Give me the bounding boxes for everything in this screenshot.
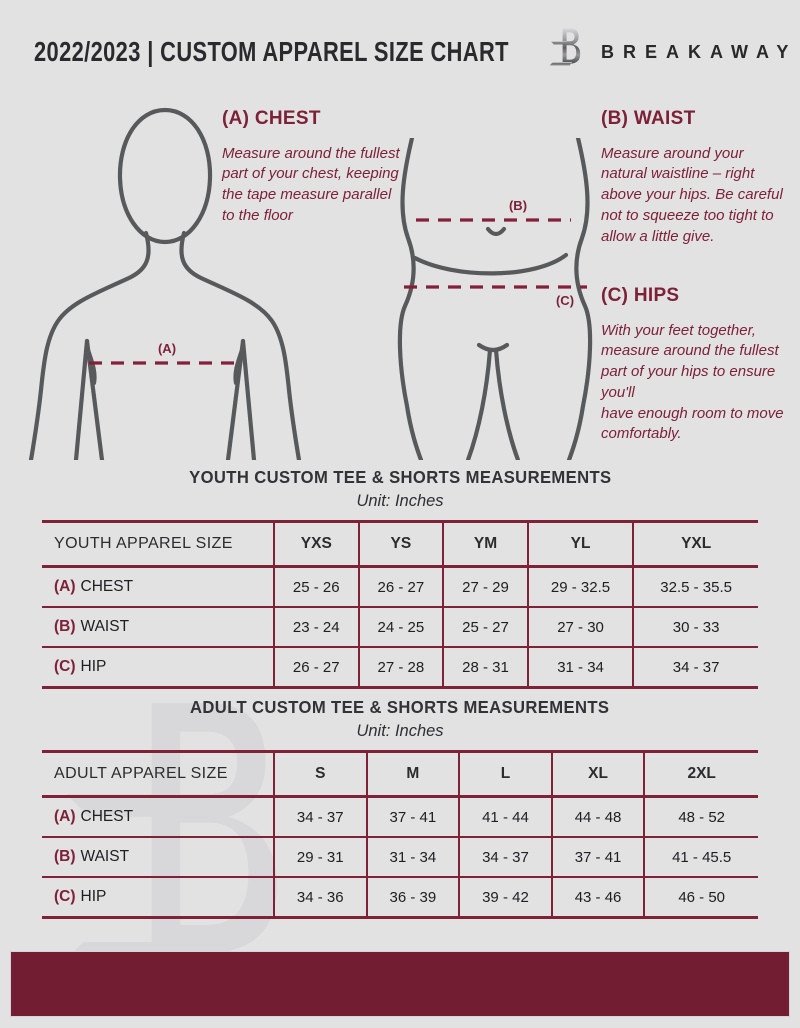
row-letter: (C) [54,658,76,675]
measurement-value: 31 - 34 [365,837,460,877]
measurement-value: 37 - 41 [550,837,645,877]
row-label-cell: (C) HIP [42,877,274,918]
row-letter: (A) [54,578,76,595]
measurement-row: (A) CHEST 34 - 37 37 - 41 41 - 44 44 - 48 48 -… [42,796,758,838]
row-letter: (B) [54,618,76,635]
measurement-value: 41 - 44 [458,796,552,837]
measurement-value: 25 - 27 [442,607,528,647]
row-measure-name: CHEST [80,808,134,825]
size-column-header: L [458,751,552,797]
hips-instruction-heading: (C) HIPS [601,285,680,306]
waist-line-label: (B) [508,198,528,213]
measurement-value: 41 - 45.5 [643,837,758,877]
page-title: 2022/2023 | CUSTOM APPAREL SIZE CHART [34,36,509,67]
measurement-value: 34 - 37 [272,796,367,837]
row-label-cell: (B) WAIST [42,837,274,877]
size-column-header: ADULT APPAREL SIZE [54,765,228,782]
measurement-value: 34 - 36 [272,877,367,918]
waist-instruction-body: Measure around your natural waistline – … [601,144,783,245]
measurement-value: 25 - 26 [272,566,359,607]
row-measure-name: HIP [80,658,107,675]
size-column-header: YXL [632,521,758,567]
measurement-value: 44 - 48 [550,796,645,837]
measurement-row: (A) CHEST 25 - 26 26 - 27 27 - 29 29 - 32.5 32… [42,566,758,608]
measurement-value: 37 - 41 [365,796,460,837]
hips-instruction: (C) HIPS With your feet together, measur… [601,285,799,445]
youth-table-title: YOUTH CUSTOM TEE & SHORTS MEASUREMENTS [188,467,612,487]
measurement-row: (B) WAIST 29 - 31 31 - 34 34 - 37 37 - 41 41 -… [42,837,758,877]
measurement-value: 46 - 50 [643,877,758,918]
measurement-value: 27 - 30 [526,607,634,647]
row-label-cell: (A) CHEST [42,797,274,838]
adult-table-unit: Unit: Inches [356,722,444,740]
measurement-value: 48 - 52 [643,796,758,837]
size-column-header: YOUTH APPAREL SIZE [54,535,233,552]
row-label-cell: (C) HIP [42,647,274,688]
adult-table-title: ADULT CUSTOM TEE & SHORTS MEASUREMENTS [190,697,610,717]
measurement-value: 36 - 39 [365,877,460,918]
measurement-value: 27 - 28 [357,647,444,688]
size-column-header: 2XL [643,751,758,797]
size-column-header: YM [442,521,528,567]
adult-header-row: ADULT APPAREL SIZE S M L XL 2XL [42,751,758,797]
brand-name: BREAKAWAY [601,42,798,62]
chest-instruction: (A) CHEST Measure around the fullest par… [222,108,402,227]
measurement-row: (B) WAIST 23 - 24 24 - 25 25 - 27 27 - 30 30 -… [42,607,758,647]
chest-instruction-body: Measure around the fullest part of your … [222,144,400,224]
breakaway-logo-icon [549,26,585,70]
row-label-cell: (B) WAIST [42,607,274,647]
size-column-header: YS [357,521,444,567]
adult-size-table: ADULT APPAREL SIZE S M L XL 2XL (A) CHEST 34 - … [42,750,758,919]
size-column-header: XL [550,751,645,797]
waist-instruction: (B) WAIST Measure around your natural wa… [601,108,793,247]
measurement-value: 28 - 31 [442,647,528,688]
size-column-header: S [272,751,367,797]
row-measure-name: CHEST [80,578,134,595]
measurement-value: 26 - 27 [272,647,359,688]
size-column-header: M [365,751,460,797]
measurement-value: 24 - 25 [357,607,444,647]
row-measure-name: WAIST [80,848,130,865]
hips-line-label: (C) [555,293,575,308]
measurement-value: 32.5 - 35.5 [632,566,758,607]
measurement-value: 34 - 37 [458,837,552,877]
measurement-value: 31 - 34 [526,647,634,688]
youth-size-table: YOUTH APPAREL SIZE YXS YS YM YL YXL (A) CHEST 2… [42,520,758,689]
measurement-value: 26 - 27 [357,566,444,607]
measurement-value: 27 - 29 [442,566,528,607]
row-letter: (C) [54,888,76,905]
row-measure-name: WAIST [80,618,130,635]
row-measure-name: HIP [80,888,107,905]
measurement-value: 29 - 31 [272,837,367,877]
adult-section: ADULT CUSTOM TEE & SHORTS MEASUREMENTS U… [42,697,758,919]
measurement-value: 29 - 32.5 [526,566,634,607]
youth-table-unit: Unit: Inches [356,492,444,510]
footer-bar [10,951,790,1017]
measurement-value: 43 - 46 [550,877,645,918]
waist-instruction-heading: (B) WAIST [601,108,696,129]
chest-line-label: (A) [157,341,177,356]
measurement-value: 34 - 37 [632,647,758,688]
measurement-value: 39 - 42 [458,877,552,918]
row-letter: (B) [54,848,76,865]
hips-instruction-body: With your feet together, measure around … [601,321,784,443]
row-letter: (A) [54,808,76,825]
row-label-cell: (A) CHEST [42,567,274,608]
youth-section: YOUTH CUSTOM TEE & SHORTS MEASUREMENTS U… [42,467,758,689]
measurement-value: 23 - 24 [272,607,359,647]
chest-instruction-heading: (A) CHEST [222,108,321,129]
youth-header-row: YOUTH APPAREL SIZE YXS YS YM YL YXL [42,521,758,567]
measurement-row: (C) HIP 26 - 27 27 - 28 28 - 31 31 - 34 34 - 3… [42,647,758,688]
size-column-header: YL [526,521,634,567]
measurement-row: (C) HIP 34 - 36 36 - 39 39 - 42 43 - 46 46 - 5… [42,877,758,918]
measurement-value: 30 - 33 [632,607,758,647]
size-column-header: YXS [272,521,359,567]
